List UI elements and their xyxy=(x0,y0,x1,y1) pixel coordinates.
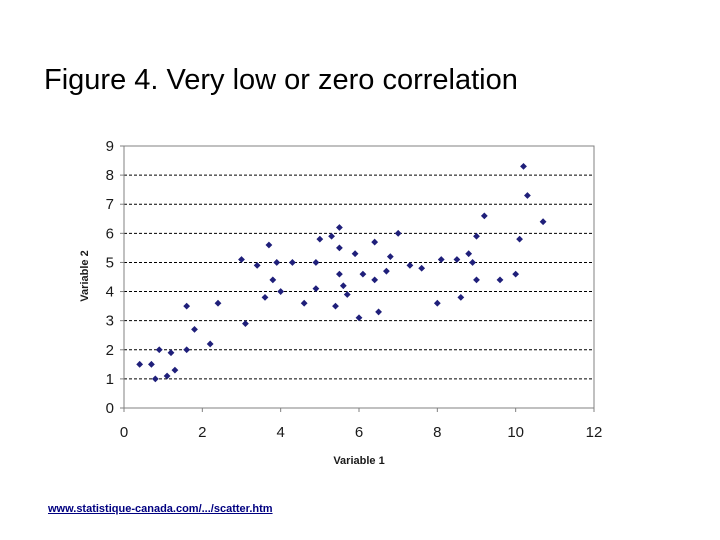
axes xyxy=(120,145,595,412)
data-point xyxy=(524,192,531,199)
data-point xyxy=(214,299,222,307)
data-point xyxy=(316,235,324,243)
data-point xyxy=(300,299,308,307)
data-point xyxy=(437,256,445,263)
y-tick-label: 7 xyxy=(106,196,114,213)
data-point xyxy=(512,270,520,278)
data-point xyxy=(242,320,249,327)
data-point xyxy=(183,302,191,310)
source-link[interactable]: www.statistique-canada.com/.../scatter.h… xyxy=(48,503,273,515)
gridlines xyxy=(124,174,594,380)
data-point xyxy=(336,244,343,252)
x-tick-label: 4 xyxy=(276,424,284,441)
y-tick-label: 5 xyxy=(106,254,114,271)
data-point xyxy=(343,291,351,298)
data-point xyxy=(332,302,339,310)
data-point xyxy=(265,241,273,249)
x-tick-label: 2 xyxy=(198,424,206,441)
data-point xyxy=(253,261,261,269)
data-point xyxy=(355,314,363,322)
data-point xyxy=(273,259,281,266)
y-tick-label: 4 xyxy=(106,284,114,301)
data-point xyxy=(328,232,335,240)
data-point xyxy=(371,276,379,284)
data-point xyxy=(406,261,414,269)
data-point xyxy=(371,238,379,246)
data-point xyxy=(394,229,402,237)
x-tick-label: 8 xyxy=(433,424,441,441)
data-point xyxy=(386,253,394,261)
data-point xyxy=(191,326,198,333)
y-tick-label: 0 xyxy=(106,400,114,417)
data-point xyxy=(336,270,343,278)
data-point xyxy=(520,162,527,170)
y-tick-label: 6 xyxy=(106,225,114,242)
data-point xyxy=(312,259,320,266)
data-point xyxy=(155,346,163,354)
data-point xyxy=(269,276,277,284)
data-point xyxy=(418,264,426,272)
data-point xyxy=(336,224,343,231)
slide-title: Figure 4. Very low or zero correlation xyxy=(44,64,518,96)
y-tick-label: 9 xyxy=(106,138,114,155)
data-point xyxy=(312,285,320,293)
y-tick-label: 2 xyxy=(106,342,114,359)
data-point xyxy=(351,250,359,258)
data-point xyxy=(261,293,269,301)
data-point xyxy=(148,360,155,368)
x-axis-title: Variable 1 xyxy=(333,455,384,467)
x-tick-label: 12 xyxy=(586,424,603,441)
data-point xyxy=(496,276,504,284)
data-point xyxy=(183,346,191,354)
y-axis-title: Variable 2 xyxy=(79,250,91,301)
data-point xyxy=(383,267,390,275)
data-point xyxy=(167,349,175,357)
data-point xyxy=(163,372,171,380)
data-point xyxy=(206,340,214,348)
y-tick-label: 1 xyxy=(106,371,114,388)
data-point xyxy=(465,250,473,258)
data-point xyxy=(277,288,285,295)
data-points xyxy=(136,162,547,383)
data-point xyxy=(433,299,441,307)
data-point xyxy=(359,270,367,278)
x-tick-label: 6 xyxy=(355,424,363,441)
plot-frame xyxy=(123,145,595,409)
data-point xyxy=(171,366,179,374)
data-point xyxy=(238,256,245,263)
y-tick-label: 3 xyxy=(106,313,114,330)
data-point xyxy=(375,308,382,316)
data-point xyxy=(473,276,480,284)
data-point xyxy=(539,218,547,226)
data-point xyxy=(151,375,159,383)
data-point xyxy=(480,212,488,220)
data-point xyxy=(473,232,480,240)
data-point xyxy=(516,235,523,243)
x-tick-label: 10 xyxy=(507,424,524,441)
x-tick-label: 0 xyxy=(120,424,128,441)
y-tick-label: 8 xyxy=(106,167,114,184)
data-point xyxy=(453,256,461,263)
data-point xyxy=(457,293,465,301)
data-point xyxy=(289,259,296,266)
data-point xyxy=(339,282,347,290)
data-point xyxy=(136,360,144,368)
data-point xyxy=(469,259,476,266)
